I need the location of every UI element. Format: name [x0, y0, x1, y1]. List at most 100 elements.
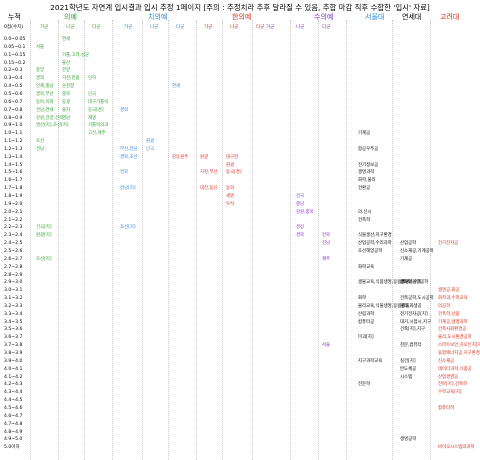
program-entry: 시스템 [400, 374, 413, 380]
subgroup-header: 다군 [92, 25, 101, 30]
program-entry: 생화학,수학 [400, 280, 422, 286]
subgroup-header: 나군 [296, 25, 305, 30]
program-entry: 의공학 [438, 303, 451, 309]
row-range-label: 4.0~4.1 [4, 366, 23, 372]
program-entry: 충남 [296, 201, 305, 207]
row-range-label: 1.2~1.3 [4, 146, 23, 152]
school-header: 고려대 [440, 13, 460, 21]
program-entry: 서울 [322, 343, 331, 349]
row-range-label: 0.6~0.7 [4, 99, 23, 105]
row-range-label: 3.9~4.0 [4, 358, 23, 364]
row-range-label: 3.4~3.5 [4, 319, 23, 325]
program-entry: 동국[경] [88, 107, 104, 113]
program-entry: 글로벌융합공학 [400, 280, 429, 286]
program-entry: 건국 [296, 194, 305, 199]
program-entry: 의.신시 [358, 209, 372, 215]
row-range-label: 4.3~4.4 [4, 390, 23, 396]
row-range-label: 1.9~2.0 [4, 201, 23, 207]
program-entry: 대기,시험시,지구 [400, 319, 432, 325]
program-entry: 화학 [358, 296, 367, 302]
program-entry: 충북 [62, 91, 71, 97]
column-divider [168, 20, 169, 460]
row-range-label: 4.7~4.8 [4, 421, 23, 427]
subgroup-header: 가군 [124, 25, 133, 30]
program-entry: 가천,한림 [62, 76, 80, 82]
program-entry: 기계공,생명과학 [438, 319, 468, 325]
row-range-label: 4.1~4.2 [4, 374, 23, 380]
program-entry: 조선[지] [36, 256, 52, 262]
program-entry: 경상 [296, 225, 305, 231]
row-range-label: 2.0~2.1 [4, 209, 23, 215]
program-entry: 전파[지],건축학 [438, 382, 468, 388]
program-entry: 건축공학,도시공학 [400, 296, 434, 302]
program-entry: 순천향 [62, 84, 75, 90]
row-range-label: 0.3~0.4 [4, 76, 23, 82]
program-entry: 산업경영공 [438, 374, 459, 380]
program-entry: 강원,건양,전북 [36, 115, 64, 121]
row-range-label: 1.4~1.5 [4, 162, 23, 168]
program-entry: 울산 [62, 60, 71, 66]
program-entry: 강동원주 [172, 154, 189, 160]
program-entry: 화학,물리 [358, 178, 376, 184]
row-range-label: 3.6~3.7 [4, 335, 23, 341]
program-entry: 대전,동신 [200, 186, 218, 192]
program-entry: 건축사회환경공 [438, 327, 467, 333]
row-range-label: 4.8~4.9 [4, 429, 23, 435]
subgroup-header: 다군 [322, 25, 331, 30]
row-range-label: 3.3~3.4 [4, 311, 23, 317]
program-entry: 항공우주공 [358, 146, 379, 152]
program-entry: 경북,부산 [36, 91, 54, 97]
program-entry: 건국[지] [36, 225, 52, 231]
row-range-label: 2.5~2.6 [4, 248, 23, 254]
subgroup-header: 나군 [150, 25, 159, 30]
program-entry: 실건[지] [400, 358, 416, 364]
program-entry: 바이오시스템의과학 [438, 445, 475, 451]
column-divider [318, 20, 319, 460]
program-entry: 데이터과학,식품공 [438, 366, 472, 372]
program-entry: 대구한 [226, 154, 239, 160]
program-entry: 단국 [88, 91, 97, 97]
program-entry: 스마트보안,지오인지[지] [438, 343, 480, 349]
school-header: 수의예 [314, 13, 334, 21]
row-range-label: 4.6~4.7 [4, 413, 23, 419]
row-range-label: 1.5~1.6 [4, 170, 23, 176]
row-range-label: 0.4~0.5 [4, 84, 23, 90]
column-divider [196, 20, 197, 460]
program-entry: 물리,화생공 [400, 303, 422, 309]
program-entry: 생명공학 [400, 437, 417, 443]
program-entry: 영남 [62, 115, 71, 121]
row-range-label: 1.3~1.4 [4, 154, 23, 160]
program-entry: 산림과학 [358, 311, 375, 317]
program-entry: 산업공학 [400, 241, 417, 247]
row-range-label: 2.2~2.3 [4, 225, 23, 231]
school-header: 의예 [64, 13, 77, 21]
program-entry: 경북,조선 [120, 154, 138, 160]
program-entry: 기계공 [358, 131, 371, 137]
program-entry: 부산,전남 [120, 146, 138, 152]
program-entry: 가천,부산 [200, 170, 218, 176]
school-header: 한의예 [232, 13, 252, 21]
subgroup-header: 가군 [40, 25, 49, 30]
program-entry: 전북 [322, 233, 331, 239]
program-entry: 화학과,수학교육 [438, 296, 468, 302]
program-entry: 생명과학 [358, 170, 375, 176]
program-entry: 우석 [226, 201, 235, 207]
rank-subheader: 0점(수치) [4, 25, 24, 30]
program-entry: 화학교육 [358, 264, 375, 270]
subgroup-header: 다군 [256, 25, 265, 30]
program-entry: 생명공,화공 [438, 288, 460, 294]
program-entry: 한양 [62, 68, 71, 74]
subgroup-header: 나군 [230, 25, 239, 30]
program-entry: 반도체공 [400, 366, 417, 372]
program-entry: 경희 [36, 76, 45, 82]
program-entry: 가톨,고려,성균 [62, 52, 90, 58]
program-entry: 계명 [88, 115, 97, 121]
program-entry: 연세 [172, 84, 181, 90]
column-divider [30, 20, 31, 460]
program-entry: 기계공 [400, 256, 413, 262]
row-range-label: 0.5~0.6 [4, 91, 23, 97]
program-entry: 원광[지] [36, 233, 52, 239]
column-divider [430, 20, 431, 460]
program-entry: 컴퓨터공 [358, 319, 375, 325]
